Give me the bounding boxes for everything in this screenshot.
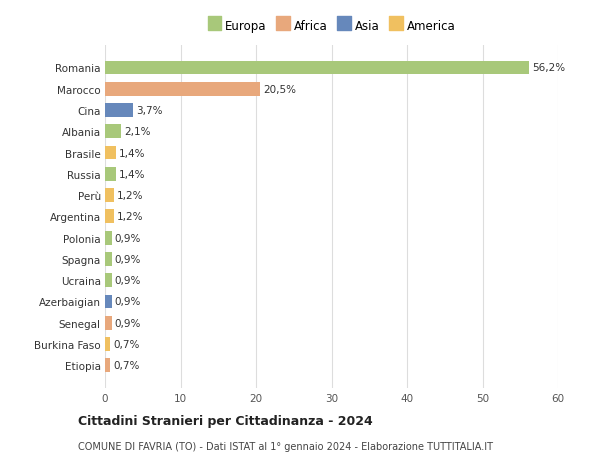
Text: COMUNE DI FAVRIA (TO) - Dati ISTAT al 1° gennaio 2024 - Elaborazione TUTTITALIA.: COMUNE DI FAVRIA (TO) - Dati ISTAT al 1°… — [78, 441, 493, 451]
Bar — [105, 83, 260, 96]
Bar — [105, 210, 114, 224]
Text: 3,7%: 3,7% — [136, 106, 163, 116]
Bar — [105, 231, 112, 245]
Text: 0,9%: 0,9% — [115, 254, 141, 264]
Text: Cittadini Stranieri per Cittadinanza - 2024: Cittadini Stranieri per Cittadinanza - 2… — [78, 414, 373, 428]
Bar — [105, 125, 121, 139]
Bar — [105, 62, 529, 75]
Text: 0,9%: 0,9% — [115, 297, 141, 307]
Text: 0,9%: 0,9% — [115, 318, 141, 328]
Text: 1,2%: 1,2% — [117, 190, 143, 201]
Text: 1,2%: 1,2% — [117, 212, 143, 222]
Bar — [105, 337, 110, 351]
Text: 20,5%: 20,5% — [263, 84, 296, 95]
Bar — [105, 146, 116, 160]
Bar — [105, 189, 114, 202]
Text: 1,4%: 1,4% — [119, 169, 145, 179]
Bar — [105, 316, 112, 330]
Text: 2,1%: 2,1% — [124, 127, 151, 137]
Text: 0,7%: 0,7% — [113, 339, 140, 349]
Text: 1,4%: 1,4% — [119, 148, 145, 158]
Bar — [105, 168, 116, 181]
Legend: Europa, Africa, Asia, America: Europa, Africa, Asia, America — [205, 17, 458, 35]
Text: 0,9%: 0,9% — [115, 233, 141, 243]
Bar — [105, 295, 112, 308]
Bar — [105, 358, 110, 372]
Text: 0,7%: 0,7% — [113, 360, 140, 370]
Bar — [105, 104, 133, 118]
Bar — [105, 274, 112, 287]
Text: 0,9%: 0,9% — [115, 275, 141, 285]
Text: 56,2%: 56,2% — [532, 63, 565, 73]
Bar — [105, 252, 112, 266]
